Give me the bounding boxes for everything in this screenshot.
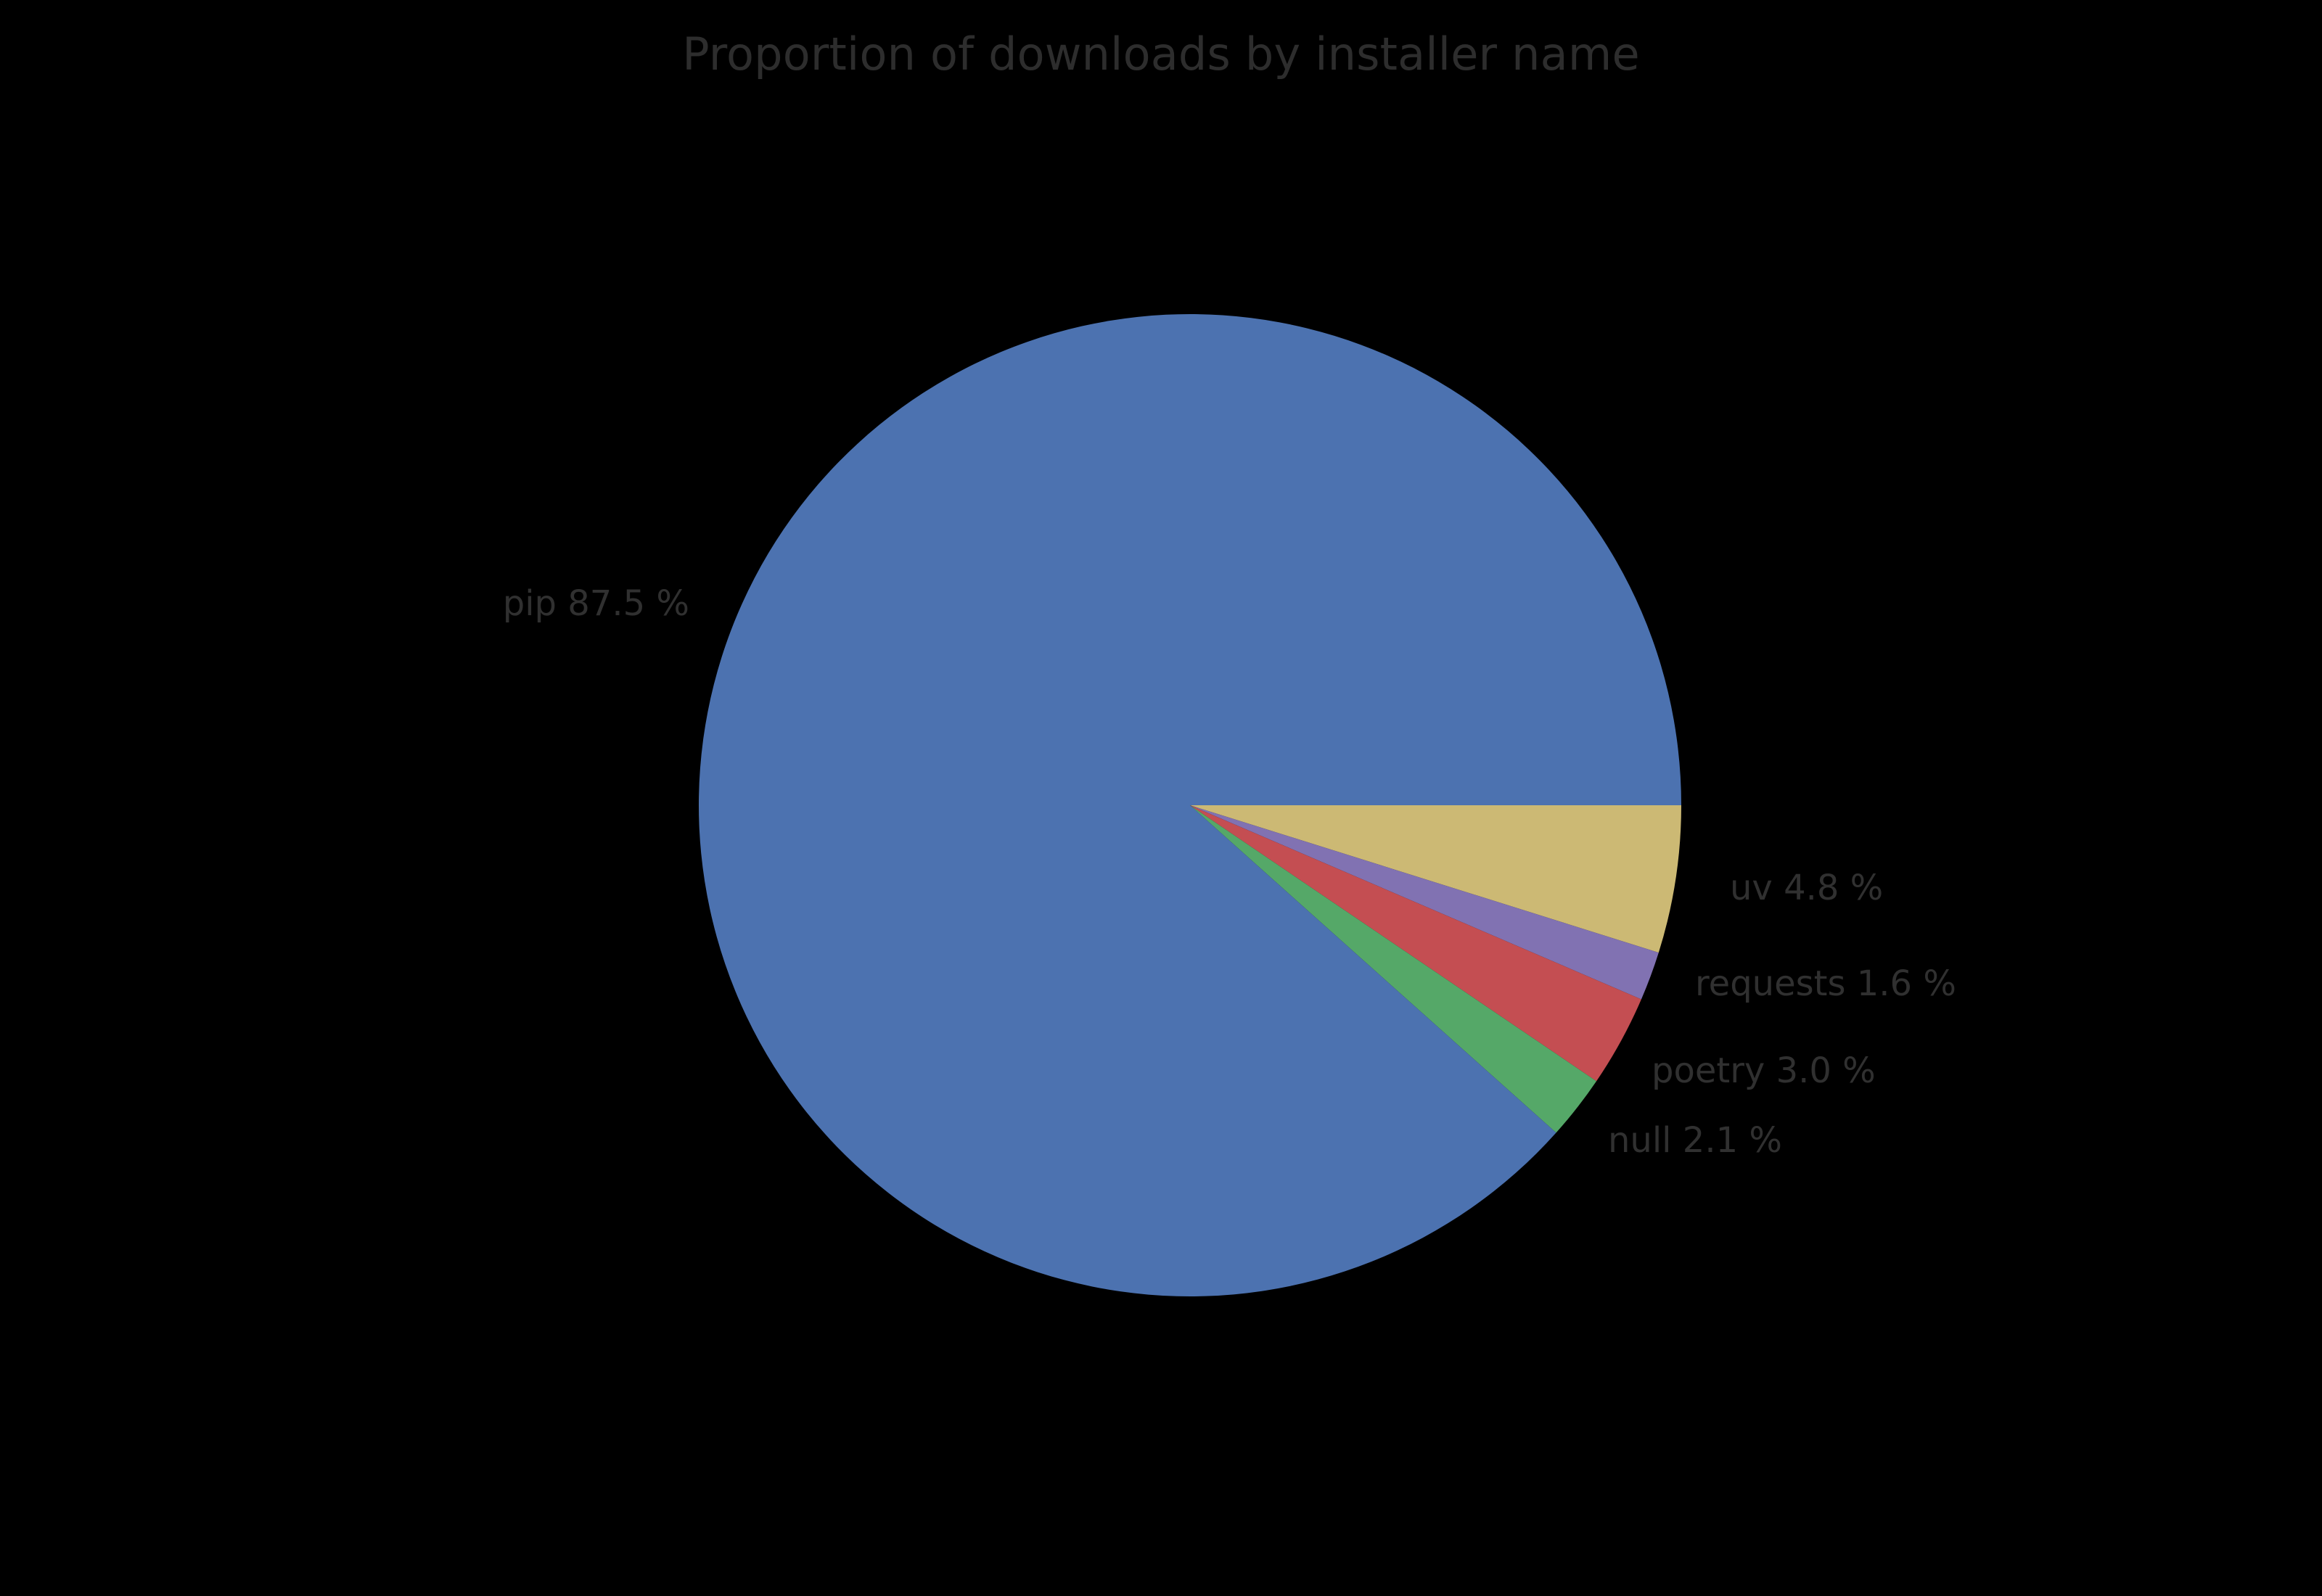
pie-slice-poetry [1190, 805, 1641, 1082]
pie-label-null: null 2.1 % [1608, 1120, 1782, 1161]
pie-slice-requests [1190, 805, 1659, 1000]
pie-slice-uv [1190, 805, 1681, 953]
page-title: Proportion of downloads by installer nam… [682, 28, 1640, 81]
pie-slices-group [699, 313, 1681, 1296]
pie-slice-null [1190, 805, 1597, 1133]
pie-slice-pip [699, 313, 1681, 1296]
pie-label-poetry: poetry 3.0 % [1652, 1050, 1876, 1091]
pie-label-uv: uv 4.8 % [1730, 868, 1884, 908]
pie-label-requests: requests 1.6 % [1695, 963, 1956, 1004]
pie-label-pip: pip 87.5 % [502, 583, 689, 624]
